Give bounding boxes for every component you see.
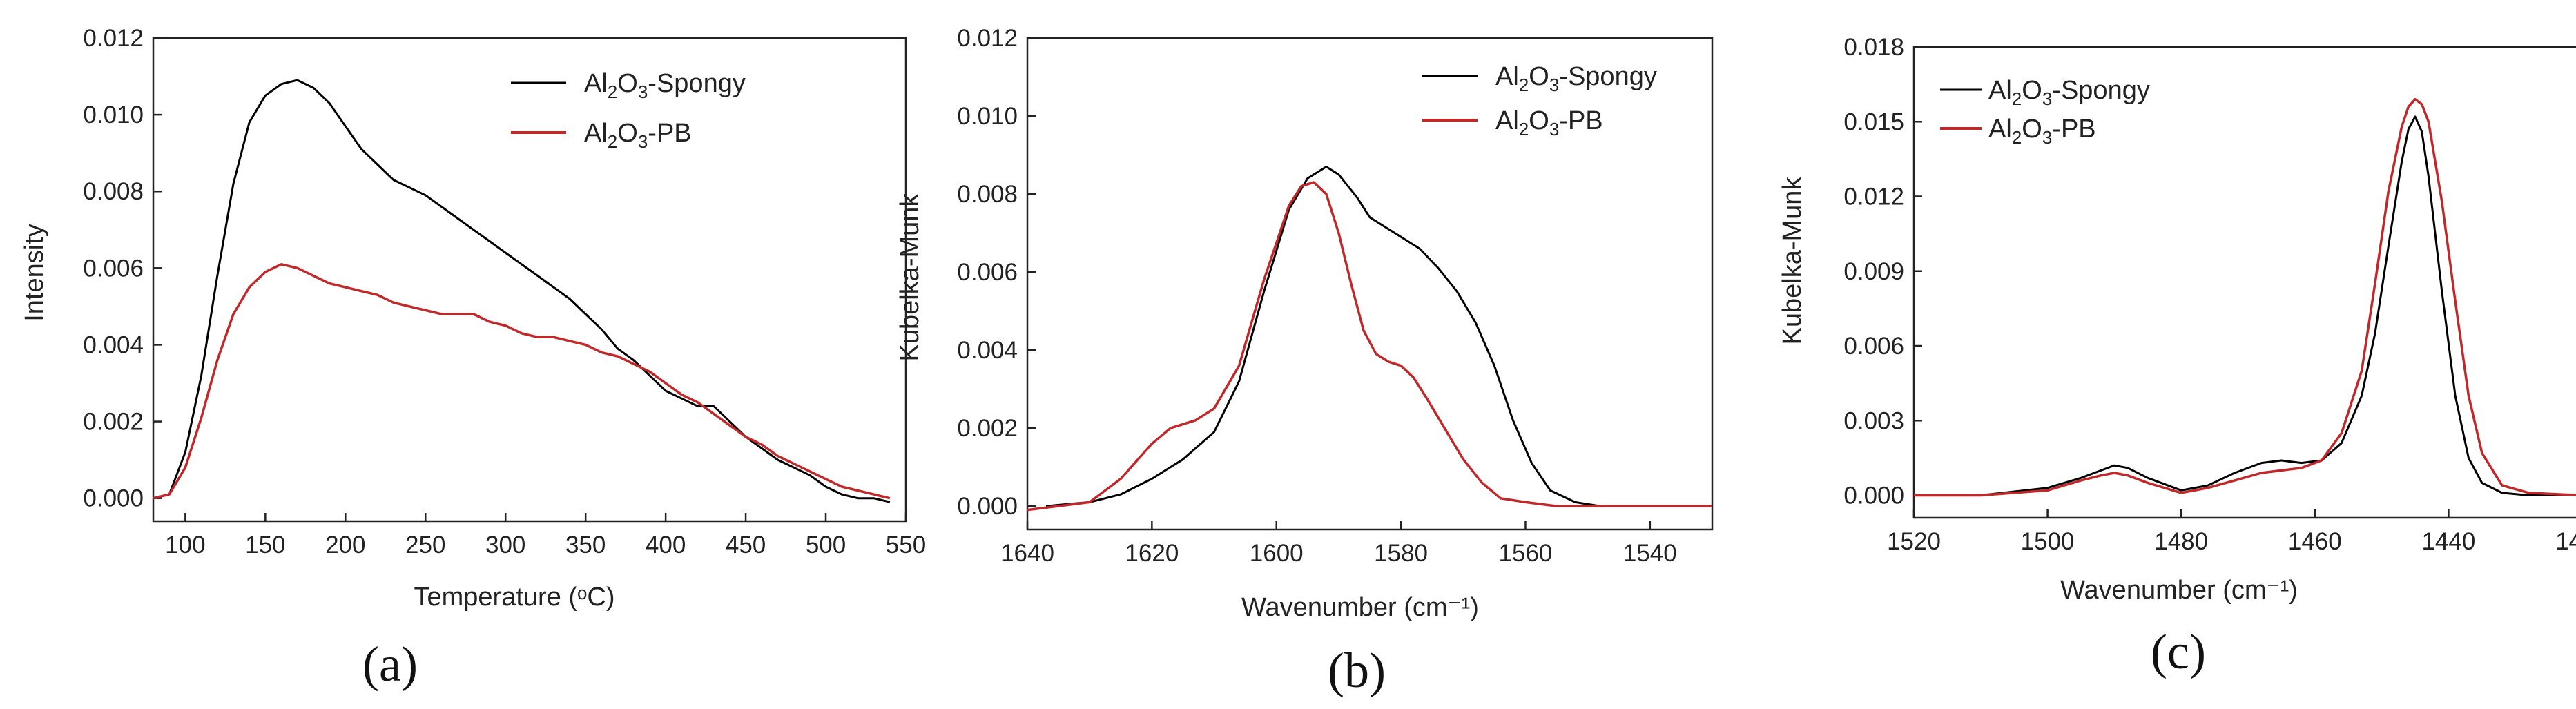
x-tick-label-a: 500 [806, 532, 846, 559]
y-tick-label-b: 0.000 [957, 493, 1018, 520]
series-line-b-1 [1045, 166, 1712, 507]
y-axis-title-b: Kubelka-Munk [895, 193, 924, 362]
x-tick-label-b: 1620 [1125, 540, 1179, 567]
series-line-b-2 [1027, 181, 1712, 512]
panel-c: Wavenumber (cm⁻¹) Kubelka-Munk (c) 1520 1… [1778, 34, 2576, 679]
y-tick-label-c: 0.018 [1843, 34, 1904, 61]
x-tick-label-a: 350 [565, 532, 606, 559]
plot-frame-c [1912, 46, 2576, 519]
x-tick-label-a: 400 [646, 532, 686, 559]
legend-label-c-1: Al2O3-Spongy [1988, 76, 2150, 109]
y-tick-label-c: 0.009 [1843, 258, 1904, 285]
y-tick-label-b: 0.006 [957, 259, 1018, 286]
x-axis-title-c: Wavenumber (cm⁻¹) [2060, 576, 2298, 605]
x-tick-label-c: 1460 [2288, 528, 2342, 555]
x-tick-label-b: 1540 [1623, 540, 1677, 567]
legend-label-b-2: Al2O3-PB [1495, 106, 1603, 139]
y-tick-label-a: 0.004 [83, 331, 144, 358]
x-tick-label-b: 1580 [1374, 540, 1428, 567]
y-axis-title-c: Kubelka-Munk [1778, 177, 1807, 345]
y-tick-label-b: 0.008 [957, 181, 1018, 208]
panel-b: Wavenumber (cm⁻¹) Kubelka-Munk (b) 1640 1… [895, 25, 1714, 698]
panel-label-b: (b) [1328, 643, 1386, 698]
x-tick-label-c: 1520 [1887, 528, 1941, 555]
x-axis-title-b: Wavenumber (cm⁻¹) [1241, 593, 1479, 622]
x-tick-label-a: 150 [245, 532, 285, 559]
x-tick-label-a: 200 [325, 532, 365, 559]
y-tick-label-a: 0.012 [83, 25, 144, 52]
x-tick-label-c: 1440 [2421, 528, 2475, 555]
panel-label-a: (a) [362, 637, 418, 692]
panel-a: Temperature (ᵒC) Intensity (a) 100 150 200… [20, 25, 926, 692]
series-line-a-2 [153, 263, 891, 500]
x-tick-label-b: 1560 [1499, 540, 1553, 567]
legend-label-c-2: Al2O3-PB [1988, 115, 2096, 148]
x-tick-label-c: 1500 [2021, 528, 2075, 555]
panel-label-c: (c) [2151, 624, 2206, 679]
y-tick-label-a: 0.008 [83, 178, 144, 205]
x-axis-title-a: Temperature (ᵒC) [414, 583, 615, 612]
plot-frame-a [152, 37, 907, 523]
y-tick-label-c: 0.003 [1843, 407, 1904, 434]
y-tick-label-b: 0.012 [957, 25, 1018, 52]
legend-label-a-2: Al2O3-PB [584, 119, 692, 152]
series-line-c-2 [1914, 98, 2576, 497]
y-tick-label-a: 0.000 [83, 485, 144, 512]
y-axis-title-a: Intensity [20, 224, 49, 322]
x-tick-label-b: 1600 [1250, 540, 1304, 567]
series-line-a-1 [153, 79, 891, 503]
y-tick-label-b: 0.010 [957, 103, 1018, 130]
y-tick-label-b: 0.004 [957, 337, 1018, 364]
y-tick-label-b: 0.002 [957, 415, 1018, 442]
x-tick-label-a: 550 [886, 532, 926, 559]
legend-label-a-1: Al2O3-Spongy [584, 69, 746, 102]
y-tick-label-a: 0.002 [83, 409, 144, 436]
plot-frame-b [1026, 37, 1714, 531]
series-line-c-1 [1914, 115, 2576, 496]
y-tick-label-c: 0.006 [1843, 333, 1904, 360]
y-tick-label-c: 0.000 [1843, 483, 1904, 509]
x-tick-label-a: 100 [165, 532, 205, 559]
x-tick-label-c: 1480 [2154, 528, 2208, 555]
y-tick-label-a: 0.010 [83, 101, 144, 128]
x-tick-label-b: 1640 [1000, 540, 1054, 567]
x-tick-label-a: 250 [405, 532, 445, 559]
y-tick-label-c: 0.012 [1843, 184, 1904, 211]
y-tick-label-c: 0.015 [1843, 108, 1904, 135]
x-tick-label-a: 450 [726, 532, 766, 559]
y-tick-label-a: 0.006 [83, 255, 144, 282]
x-tick-label-a: 300 [485, 532, 525, 559]
x-tick-label-c: 1420 [2555, 528, 2576, 555]
legend-label-b-1: Al2O3-Spongy [1495, 62, 1657, 95]
